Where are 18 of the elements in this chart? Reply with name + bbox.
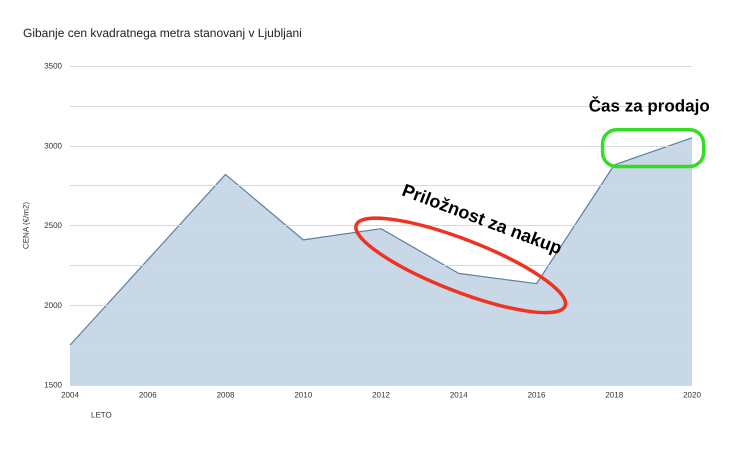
- y-tick-label: 3500: [44, 62, 63, 70]
- x-tick-label: 2016: [528, 390, 546, 400]
- x-tick-label: 2008: [216, 390, 235, 400]
- x-tick-label: 2004: [61, 390, 80, 400]
- y-tick-label: 2500: [44, 221, 63, 230]
- y-tick-label: 2000: [44, 300, 63, 310]
- x-tick-label: 2020: [683, 390, 702, 400]
- chart-title: Gibanje cen kvadratnega metra stanovanj v Ljubljani: [23, 26, 302, 40]
- x-tick-label: 2012: [372, 390, 390, 400]
- x-tick-label: 2018: [605, 390, 624, 400]
- y-axis-title: CENA (€/m2): [22, 202, 30, 250]
- x-tick-label: 2014: [450, 390, 468, 400]
- y-tick-label: 3000: [44, 141, 63, 150]
- x-tick-label: 2010: [294, 390, 313, 400]
- y-tick-label: 1500: [44, 380, 63, 390]
- x-axis-title: LETO: [91, 410, 112, 420]
- x-tick-label: 2006: [138, 390, 158, 400]
- annotation: Čas za prodajo: [588, 95, 710, 116]
